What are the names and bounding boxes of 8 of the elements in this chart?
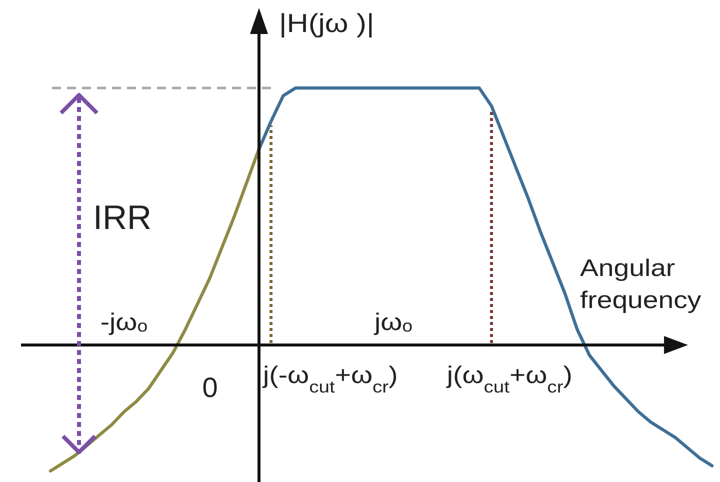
- annotation: j(ω$_{cut}$+ω$_{cr}$): [446, 362, 572, 396]
- y-axis-title: |H(jω )|: [279, 8, 374, 38]
- x-axis-title: Angular frequency: [580, 256, 702, 314]
- annotation: j(-ω$_{cut}$+ω$_{cr}$): [262, 362, 398, 396]
- annotation: 0: [202, 372, 218, 403]
- x-tick-label: jωₒ: [373, 310, 413, 336]
- x-tick-label: -jωₒ: [100, 310, 148, 336]
- annotation: IRR: [93, 199, 152, 237]
